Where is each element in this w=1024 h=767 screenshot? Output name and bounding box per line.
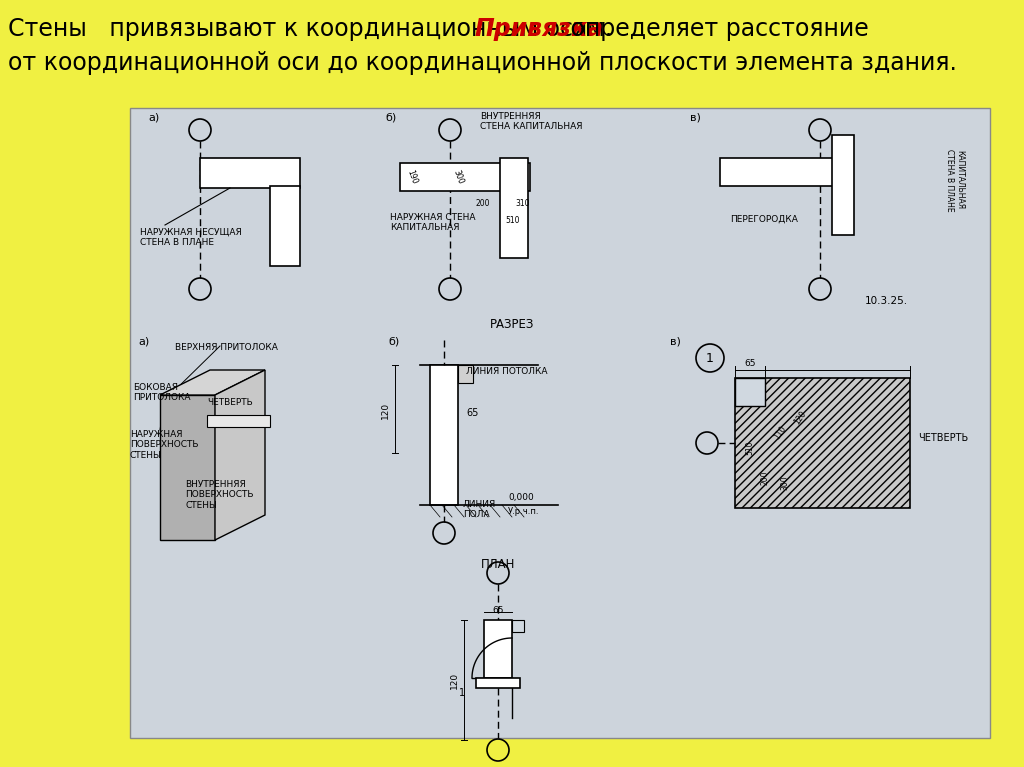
Bar — [735, 378, 910, 508]
Text: 510: 510 — [505, 216, 519, 225]
Text: 190: 190 — [406, 169, 419, 186]
Text: ЧЕТВЕРТЬ: ЧЕТВЕРТЬ — [207, 398, 253, 407]
Text: Привязка: Привязка — [474, 17, 603, 41]
Text: 120: 120 — [450, 671, 459, 689]
Bar — [500, 158, 528, 258]
Bar — [200, 158, 300, 188]
Text: РАЗРЕЗ: РАЗРЕЗ — [489, 318, 535, 331]
Text: 300: 300 — [780, 476, 790, 490]
Text: НАРУЖНАЯ НЕСУЩАЯ
СТЕНА В ПЛАНЕ: НАРУЖНАЯ НЕСУЩАЯ СТЕНА В ПЛАНЕ — [140, 228, 242, 248]
Text: КАПИТАЛЬНАЯ
СТЕНА В ПЛАНЕ: КАПИТАЛЬНАЯ СТЕНА В ПЛАНЕ — [945, 149, 965, 212]
Text: 110: 110 — [772, 424, 787, 442]
Bar — [458, 365, 473, 383]
Bar — [270, 186, 300, 266]
Text: ВНУТРЕННЯЯ
СТЕНА КАПИТАЛЬНАЯ: ВНУТРЕННЯЯ СТЕНА КАПИТАЛЬНАЯ — [480, 112, 583, 131]
Text: БОКОВАЯ
ПРИТОЛОКА: БОКОВАЯ ПРИТОЛОКА — [133, 383, 190, 403]
Text: ВНУТРЕННЯЯ
ПОВЕРХНОСТЬ
СТЕНЫ: ВНУТРЕННЯЯ ПОВЕРХНОСТЬ СТЕНЫ — [185, 480, 254, 510]
Bar — [476, 678, 520, 688]
Text: 200: 200 — [761, 471, 769, 486]
Text: 65: 65 — [744, 359, 756, 368]
Bar — [512, 620, 524, 632]
Text: 120: 120 — [381, 401, 389, 419]
Text: ПЛАН: ПЛАН — [481, 558, 515, 571]
Text: 65: 65 — [493, 606, 504, 615]
Text: НАРУЖНАЯ
ПОВЕРХНОСТЬ
СТЕНЫ: НАРУЖНАЯ ПОВЕРХНОСТЬ СТЕНЫ — [130, 430, 199, 459]
Text: 1: 1 — [707, 351, 714, 364]
Polygon shape — [160, 395, 215, 540]
Bar — [735, 378, 765, 406]
Text: Стены   привязывают к координационным осям.: Стены привязывают к координационным осям… — [8, 17, 620, 41]
Polygon shape — [160, 370, 265, 395]
Bar — [130, 108, 990, 738]
Text: в): в) — [670, 337, 681, 347]
Text: 200: 200 — [475, 199, 489, 208]
Text: б): б) — [388, 337, 399, 347]
Text: 1: 1 — [459, 688, 465, 698]
Bar — [400, 163, 530, 191]
Text: б): б) — [385, 113, 396, 123]
Text: 310: 310 — [515, 199, 529, 208]
Bar — [831, 135, 854, 235]
Bar — [430, 365, 458, 505]
Text: У.р.ч.п.: У.р.ч.п. — [508, 507, 540, 516]
Bar — [484, 620, 512, 678]
Text: ВЕРХНЯЯ ПРИТОЛОКА: ВЕРХНЯЯ ПРИТОЛОКА — [175, 343, 278, 352]
Text: ЛИНИЯ
ПОЛА: ЛИНИЯ ПОЛА — [463, 500, 497, 519]
Text: ПЕРЕГОРОДКА: ПЕРЕГОРОДКА — [730, 215, 798, 224]
Text: а): а) — [148, 113, 160, 123]
Polygon shape — [215, 370, 265, 540]
Text: НАРУЖНАЯ СТЕНА
КАПИТАЛЬНАЯ: НАРУЖНАЯ СТЕНА КАПИТАЛЬНАЯ — [390, 213, 475, 232]
Text: определяет расстояние: определяет расстояние — [563, 17, 868, 41]
Text: в): в) — [690, 113, 700, 123]
Text: 120: 120 — [793, 410, 808, 426]
Text: 300: 300 — [452, 169, 465, 186]
Text: а): а) — [138, 337, 150, 347]
Text: 65: 65 — [466, 408, 478, 418]
Text: ЛИНИЯ ПОТОЛКА: ЛИНИЯ ПОТОЛКА — [466, 367, 548, 376]
Bar — [720, 158, 840, 186]
Text: 10.3.25.: 10.3.25. — [865, 296, 908, 306]
Text: от координационной оси до координационной плоскости элемента здания.: от координационной оси до координационно… — [8, 51, 957, 74]
Bar — [207, 415, 270, 427]
Text: 0,000: 0,000 — [508, 493, 534, 502]
Text: 510: 510 — [745, 441, 755, 456]
Text: ЧЕТВЕРТЬ: ЧЕТВЕРТЬ — [918, 433, 969, 443]
